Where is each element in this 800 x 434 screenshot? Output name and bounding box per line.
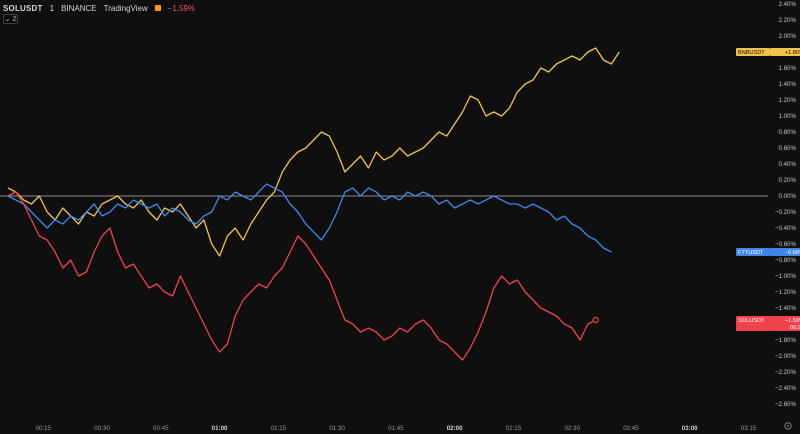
series-badge-bnbusdt: BNBUSDT +1.80% (736, 48, 800, 56)
series-badge-value: −1.59% (785, 318, 800, 324)
chart-legend-header: SOLUSDT 1 BINANCE TradingView −1.59% (3, 2, 195, 14)
series-badge-name: SOLUSDT (738, 318, 765, 324)
x-tick-label: 01:45 (388, 425, 404, 432)
y-tick-label: −1.40% (775, 305, 797, 312)
y-tick-label: −1.00% (775, 273, 797, 280)
series-badge-solusdt: SOLUSDT −1.59%08:28 (736, 316, 800, 331)
series-line-fttusdt[interactable] (7, 183, 612, 253)
y-tick-label: −0.80% (775, 257, 797, 264)
x-tick-label: 01:15 (271, 425, 287, 432)
x-tick-label: 02:30 (564, 425, 580, 432)
x-tick-label: 01:00 (212, 425, 228, 432)
x-tick-label: 00:45 (153, 425, 169, 432)
exchange-label: BINANCE (61, 3, 97, 13)
y-tick-label: −2.40% (775, 385, 797, 392)
symbol-label[interactable]: SOLUSDT (3, 3, 43, 13)
flag-icon[interactable] (154, 5, 161, 11)
time-axis[interactable]: 00:15 00:30 00:45 01:00 01:15 01:30 01:45 02:00… (36, 425, 757, 432)
x-tick-label: 02:00 (447, 425, 463, 432)
y-tick-label: 1.40% (778, 81, 796, 88)
x-tick-label: 00:15 (36, 425, 52, 432)
source-label: TradingView (103, 3, 148, 13)
series-badge-name: FTTUSDT (738, 250, 764, 256)
x-tick-label: 03:00 (682, 425, 698, 432)
y-tick-label: −0.60% (775, 241, 797, 248)
x-tick-label: 03:15 (741, 425, 757, 432)
y-tick-label: 1.20% (778, 97, 796, 104)
y-tick-label: 2.00% (778, 33, 796, 40)
y-tick-label: −1.20% (775, 289, 797, 296)
y-tick-label: −1.80% (775, 337, 797, 344)
series-badge-name: BNBUSDT (738, 50, 765, 56)
settings-gear-icon[interactable] (784, 422, 792, 430)
interval-label[interactable]: 1 (49, 3, 55, 13)
y-tick-label: −0.40% (775, 225, 797, 232)
x-tick-label: 00:30 (94, 425, 110, 432)
y-tick-label: −2.20% (775, 369, 797, 376)
collapse-legend-button[interactable]: ⌄ 2 (3, 14, 18, 24)
series-badge-countdown: 08:28 (790, 325, 800, 331)
y-tick-label: 0.40% (778, 161, 796, 168)
x-tick-label: 02:15 (506, 425, 522, 432)
series-badges: BNBUSDT+1.80%FTTUSDT−0.68%SOLUSDT−1.59%0… (736, 48, 800, 331)
price-axis[interactable]: 2.40%2.20%2.00%1.80%1.60%1.40%1.20%1.00%… (775, 1, 797, 408)
y-tick-label: 0.00% (778, 193, 796, 200)
y-tick-label: −0.20% (775, 209, 797, 216)
series-layer (7, 47, 620, 361)
series-badge-value: +1.80% (785, 50, 800, 56)
series-badge-value: −0.68% (785, 250, 800, 256)
y-tick-label: 2.20% (778, 17, 796, 24)
y-tick-label: −2.00% (775, 353, 797, 360)
change-label: −1.59% (167, 3, 196, 13)
y-tick-label: 2.40% (778, 1, 796, 8)
x-tick-label: 01:30 (329, 425, 345, 432)
y-tick-label: −2.60% (775, 401, 797, 408)
y-tick-label: 1.00% (778, 113, 796, 120)
series-line-bnbusdt[interactable] (7, 47, 620, 257)
x-tick-label: 02:45 (623, 425, 639, 432)
y-tick-label: 0.20% (778, 177, 796, 184)
y-tick-label: 1.60% (778, 65, 796, 72)
last-point-marker (592, 316, 599, 324)
series-badge-fttusdt: FTTUSDT −0.68% (736, 248, 800, 256)
y-tick-label: 0.60% (778, 145, 796, 152)
y-tick-label: 0.80% (778, 129, 796, 136)
series-line-solusdt[interactable] (7, 191, 596, 361)
